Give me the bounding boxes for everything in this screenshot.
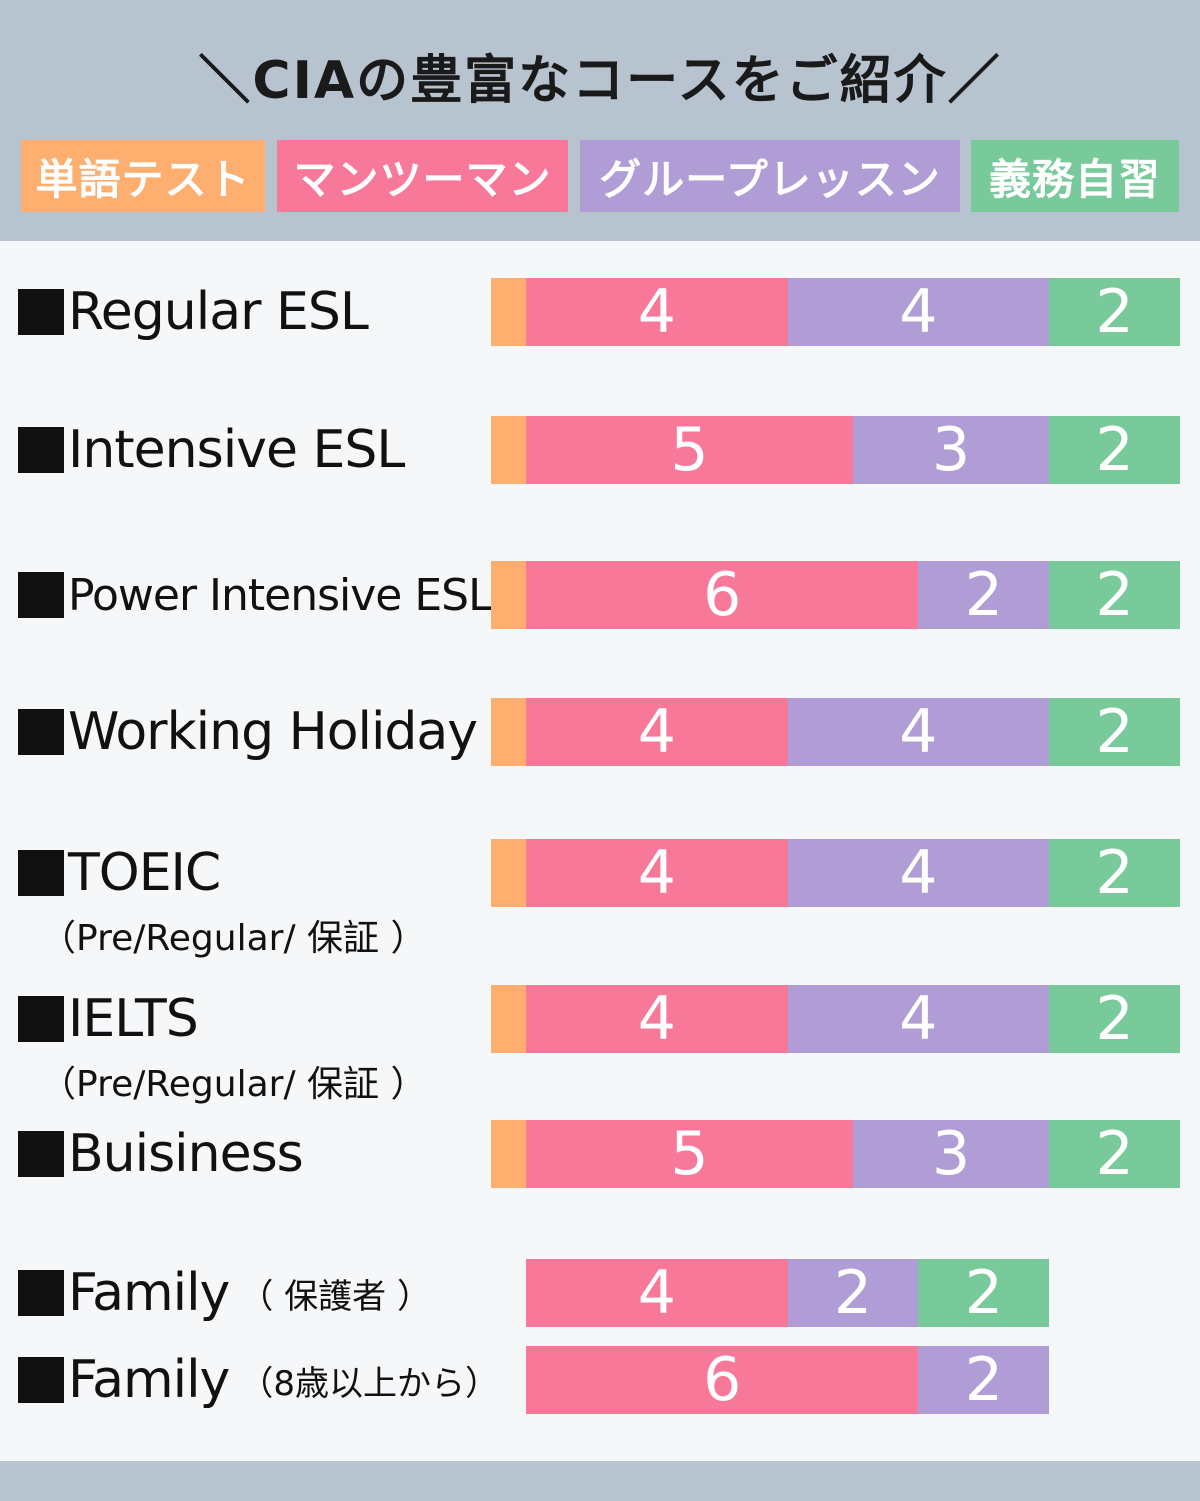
- bar-segment-self-study: 2: [1049, 415, 1180, 485]
- bar-value-label: 6: [703, 1345, 742, 1415]
- bar-value-label: 5: [670, 415, 709, 485]
- bar-segment-one-on-one: 5: [526, 415, 853, 485]
- course-name: Intensive ESL: [68, 420, 405, 480]
- bar-value-label: 3: [932, 415, 971, 485]
- bar-segment-self-study: 2: [918, 1258, 1050, 1328]
- course-name: Family: [68, 1263, 230, 1323]
- legend-item-one-on-one: マンツーマン: [277, 140, 568, 212]
- bar-segment-one-on-one: 4: [526, 838, 788, 908]
- course-name: IELTS: [68, 989, 199, 1049]
- bar-value-label: 3: [932, 1119, 971, 1189]
- bar-value-label: 5: [670, 1119, 709, 1189]
- bar-value-label: 2: [1095, 1119, 1134, 1189]
- row-label: Power Intensive ESL: [18, 561, 493, 629]
- bar-value-label: 2: [1095, 415, 1134, 485]
- bar-segment-vocab-test: [491, 839, 526, 907]
- course-name: Family: [68, 1350, 230, 1410]
- bar-value-label: 2: [1095, 697, 1134, 767]
- bar-segment-one-on-one: 4: [526, 1258, 788, 1328]
- bar-segment-group: 3: [853, 415, 1050, 485]
- bar-value-label: 4: [899, 697, 938, 767]
- page-title: ＼CIAの豊富なコースをご紹介／: [198, 51, 1002, 111]
- square-bullet-icon: [18, 850, 64, 896]
- bar-value-label: 4: [899, 277, 938, 347]
- bar-value-label: 2: [1095, 560, 1134, 630]
- bar-segment-self-study: 2: [1049, 277, 1180, 347]
- square-bullet-icon: [18, 427, 64, 473]
- bar-segment-group: 2: [787, 1258, 919, 1328]
- square-bullet-icon: [18, 289, 64, 335]
- bar-segment-self-study: 2: [1049, 560, 1180, 630]
- square-bullet-icon: [18, 996, 64, 1042]
- row-label: Family （ 保護者 ）: [18, 1259, 431, 1327]
- bar-segment-vocab-test: [491, 985, 526, 1053]
- square-bullet-icon: [18, 1270, 64, 1316]
- bar-segment-group: 4: [787, 838, 1050, 908]
- legend: 単語テスト マンツーマン グループレッスン 義務自習: [0, 140, 1200, 212]
- bar-value-label: 2: [964, 1345, 1003, 1415]
- bar-segment-group: 2: [918, 1345, 1050, 1415]
- course-name: Power Intensive ESL: [68, 569, 493, 621]
- bar-segment-vocab-test: [491, 698, 526, 766]
- course-subnote: （Pre/Regular/ 保証 ）: [40, 1064, 427, 1105]
- course-name: Buisiness: [68, 1124, 304, 1184]
- bar-segment-group: 2: [918, 560, 1050, 630]
- bar-value-label: 2: [1095, 838, 1134, 908]
- legend-item-group: グループレッスン: [580, 140, 960, 212]
- bar-segment-one-on-one: 4: [526, 277, 788, 347]
- bar-value-label: 4: [637, 697, 676, 767]
- bar-value-label: 2: [1095, 277, 1134, 347]
- course-note: （ 保護者 ）: [239, 1276, 431, 1317]
- course-name: Working Holiday: [68, 702, 478, 762]
- course-subnote: （Pre/Regular/ 保証 ）: [40, 918, 427, 959]
- bar-value-label: 4: [899, 838, 938, 908]
- bar-segment-vocab-test: [491, 278, 526, 346]
- bar-segment-self-study: 2: [1049, 984, 1180, 1054]
- row-label: TOEIC: [18, 839, 221, 907]
- square-bullet-icon: [18, 709, 64, 755]
- bar-segment-vocab-test: [491, 1120, 526, 1188]
- bar-value-label: 2: [1095, 984, 1134, 1054]
- row-label: Intensive ESL: [18, 416, 405, 484]
- legend-item-self-study: 義務自習: [971, 140, 1179, 212]
- bar-segment-group: 4: [787, 984, 1050, 1054]
- row-label: IELTS: [18, 985, 199, 1053]
- bar-segment-one-on-one: 6: [526, 1345, 919, 1415]
- bar-segment-self-study: 2: [1049, 697, 1180, 767]
- bar-segment-group: 4: [787, 697, 1050, 767]
- bar-value-label: 4: [637, 984, 676, 1054]
- square-bullet-icon: [18, 572, 64, 618]
- square-bullet-icon: [18, 1131, 64, 1177]
- bar-value-label: 2: [964, 1258, 1003, 1328]
- chart-panel: Regular ESL 4 4 2 Intensive ESL 5 3 2 Power Inte…: [0, 241, 1200, 1461]
- bar-segment-group: 4: [787, 277, 1050, 347]
- row-label: Family （8歳以上から）: [18, 1346, 499, 1414]
- legend-item-vocab-test: 単語テスト: [21, 140, 265, 212]
- bar-segment-one-on-one: 6: [526, 560, 919, 630]
- bar-segment-self-study: 2: [1049, 838, 1180, 908]
- row-label: Working Holiday: [18, 698, 478, 766]
- bar-value-label: 6: [703, 560, 742, 630]
- course-note: （8歳以上から）: [239, 1363, 499, 1404]
- course-name: TOEIC: [68, 843, 221, 903]
- bar-segment-one-on-one: 4: [526, 984, 788, 1054]
- bar-value-label: 4: [637, 838, 676, 908]
- bar-value-label: 2: [964, 560, 1003, 630]
- bar-segment-one-on-one: 5: [526, 1119, 853, 1189]
- bar-segment-vocab-test: [491, 561, 526, 629]
- row-label: Buisiness: [18, 1120, 304, 1188]
- square-bullet-icon: [18, 1357, 64, 1403]
- bar-value-label: 4: [637, 1258, 676, 1328]
- bar-segment-vocab-test: [491, 416, 526, 484]
- bar-segment-one-on-one: 4: [526, 697, 788, 767]
- bar-value-label: 4: [637, 277, 676, 347]
- bar-segment-self-study: 2: [1049, 1119, 1180, 1189]
- bar-segment-group: 3: [853, 1119, 1050, 1189]
- course-name: Regular ESL: [68, 282, 369, 342]
- bar-value-label: 2: [833, 1258, 873, 1328]
- bar-value-label: 4: [899, 984, 938, 1054]
- row-label: Regular ESL: [18, 278, 369, 346]
